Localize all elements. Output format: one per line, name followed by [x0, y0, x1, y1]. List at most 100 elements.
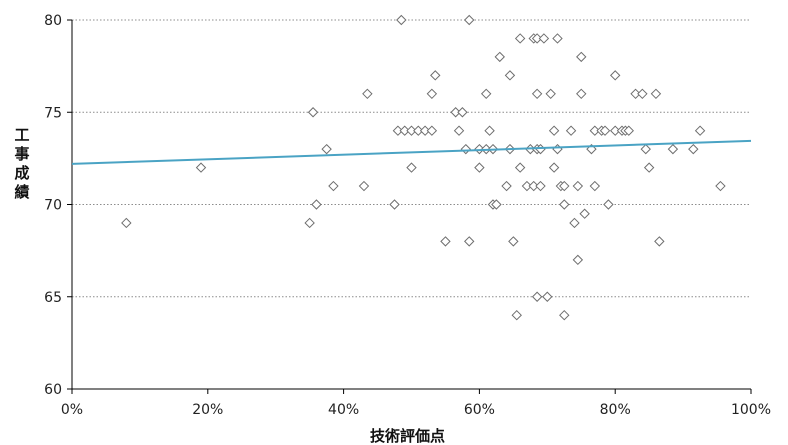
data-point	[630, 88, 641, 100]
y-axis-ticks: 60 65 70 75 80	[44, 13, 72, 398]
data-point	[528, 180, 539, 192]
data-point	[514, 33, 526, 44]
data-point	[637, 88, 648, 100]
data-point	[426, 125, 438, 136]
data-point	[440, 236, 451, 247]
data-point	[552, 143, 563, 155]
data-point	[511, 309, 522, 321]
data-point	[579, 208, 590, 219]
data-point	[307, 107, 319, 118]
data-point	[667, 143, 679, 155]
data-point	[362, 88, 373, 100]
data-point	[406, 125, 417, 136]
data-point	[569, 217, 580, 229]
data-point	[654, 236, 665, 247]
data-point	[419, 125, 431, 136]
data-point	[311, 199, 322, 210]
data-point	[406, 162, 417, 173]
data-point	[589, 180, 601, 192]
data-point	[491, 199, 502, 210]
data-point	[535, 180, 546, 192]
data-point	[399, 125, 410, 136]
data-point	[195, 162, 207, 173]
y-axis-title-char: 事	[14, 145, 29, 163]
data-point	[494, 51, 505, 63]
y-tick-label: 60	[44, 382, 62, 398]
data-point	[643, 162, 655, 173]
data-point	[715, 180, 726, 192]
data-point	[389, 199, 400, 210]
data-point	[121, 217, 132, 229]
data-point	[559, 309, 570, 321]
y-tick-label: 70	[44, 198, 62, 214]
x-tick-label: 60%	[464, 402, 495, 418]
x-tick-label: 80%	[600, 402, 631, 418]
data-point	[559, 199, 570, 210]
y-axis-title-char: 工	[14, 126, 29, 144]
data-point	[464, 236, 475, 247]
y-axis-title-char: 績	[14, 183, 29, 201]
data-point	[609, 70, 621, 81]
data-point	[426, 88, 438, 100]
data-point	[650, 88, 662, 100]
y-tick-label: 75	[44, 105, 62, 121]
data-point	[538, 33, 550, 44]
data-point	[358, 180, 370, 192]
y-tick-label: 65	[44, 290, 62, 306]
data-point	[599, 125, 611, 136]
data-point	[589, 125, 601, 136]
data-point	[508, 236, 519, 247]
data-point	[531, 33, 543, 44]
y-axis-title-char: 成	[14, 164, 29, 182]
data-point	[392, 125, 404, 136]
data-point	[413, 125, 424, 136]
data-point	[396, 14, 407, 26]
x-tick-label: 40%	[328, 402, 359, 418]
data-point	[548, 162, 560, 173]
data-point	[576, 88, 587, 100]
data-point	[548, 125, 560, 136]
data-point	[694, 125, 706, 136]
data-point	[464, 14, 475, 26]
data-point	[688, 143, 699, 155]
data-point	[450, 107, 461, 118]
data-point	[304, 217, 315, 229]
data-point	[514, 162, 526, 173]
x-tick-label: 20%	[192, 402, 223, 418]
data-point	[321, 143, 332, 155]
data-point	[603, 199, 614, 210]
data-point	[576, 51, 587, 63]
gridlines	[72, 19, 751, 298]
x-axis-ticks: 0% 20% 40% 60% 80% 100%	[61, 389, 771, 418]
data-point	[501, 180, 512, 192]
data-point	[457, 107, 468, 118]
x-axis-title: 技術評価点	[370, 427, 445, 445]
data-point	[559, 180, 570, 192]
data-point	[460, 143, 472, 155]
data-point	[572, 254, 584, 266]
data-point	[328, 180, 339, 192]
x-tick-label: 0%	[61, 402, 83, 418]
data-points	[121, 14, 726, 321]
data-point	[480, 88, 492, 100]
data-point	[474, 162, 485, 173]
data-point	[521, 180, 533, 192]
data-point	[552, 33, 563, 44]
data-point	[531, 291, 543, 302]
data-point	[504, 70, 516, 81]
data-point	[453, 125, 465, 136]
trendline	[71, 139, 752, 165]
data-point	[640, 143, 651, 155]
x-tick-label: 100%	[731, 402, 771, 418]
data-point	[531, 88, 543, 100]
data-point	[565, 125, 577, 136]
data-point	[484, 125, 495, 136]
data-point	[623, 125, 634, 136]
data-point	[545, 88, 556, 100]
data-point	[430, 70, 441, 81]
data-point	[609, 125, 621, 136]
data-point	[572, 180, 584, 192]
data-point	[542, 291, 553, 302]
